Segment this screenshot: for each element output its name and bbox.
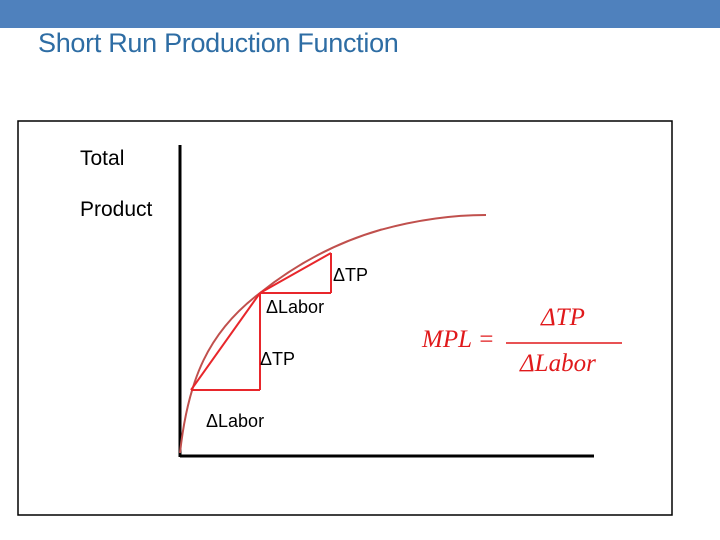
total-product-curve [179, 214, 487, 454]
y-axis-label-total: Total [80, 147, 125, 170]
upper-delta-labor-label: ΔLabor [266, 297, 325, 317]
y-axis-label-product: Product [80, 198, 153, 221]
formula-lhs: MPL = [422, 326, 495, 353]
lower-delta-tp-label: ΔTP [260, 349, 296, 369]
formula-numerator: ΔTP [541, 304, 585, 331]
formula-denominator: ΔLabor [520, 350, 596, 377]
figure-border [17, 120, 673, 516]
upper-delta-tp-label: ΔTP [333, 265, 369, 285]
slide-title: Short Run Production Function [38, 28, 399, 58]
lower-delta-labor-label: ΔLabor [206, 411, 265, 431]
top-accent-bar [0, 0, 720, 28]
lower-secant-line [190, 292, 261, 391]
upper-secant-line [259, 252, 332, 294]
